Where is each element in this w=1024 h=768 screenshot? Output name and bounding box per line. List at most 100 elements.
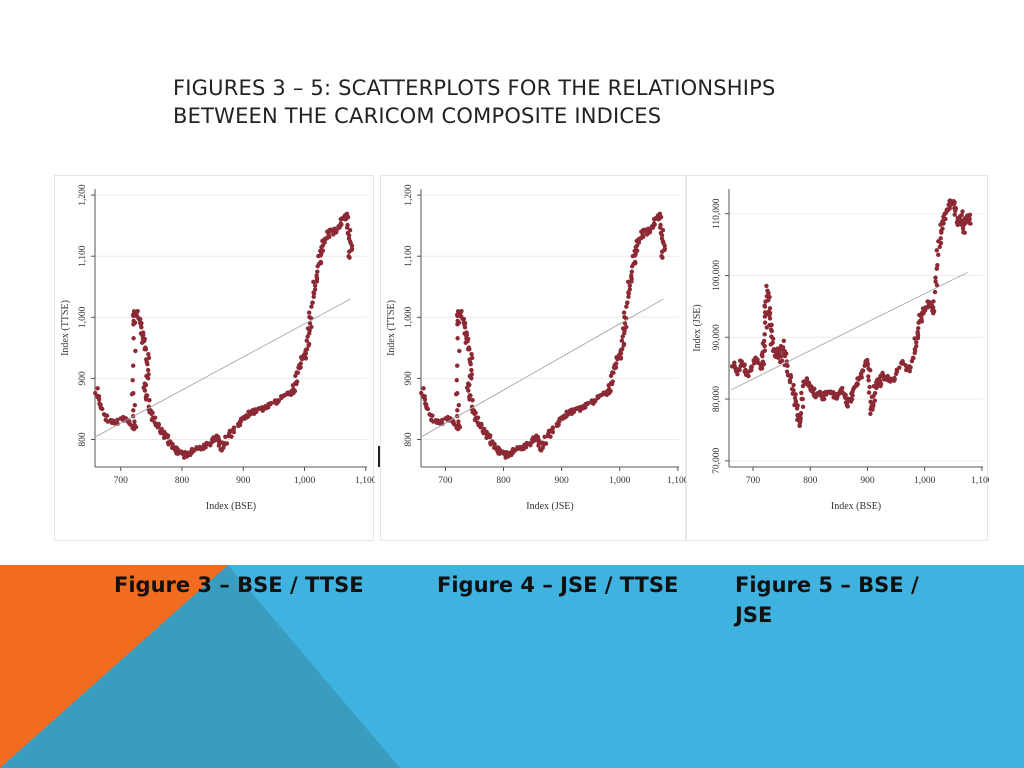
data-point (292, 388, 298, 394)
data-point (608, 388, 613, 394)
data-point (764, 283, 769, 289)
data-point (762, 310, 768, 315)
data-point (147, 397, 152, 403)
y-tick-label: 1,000 (78, 306, 88, 328)
data-point (659, 233, 665, 238)
y-tick-label: 90,000 (712, 324, 722, 350)
y-tick-label: 1,200 (78, 184, 88, 206)
data-point (216, 443, 222, 448)
data-point (425, 406, 431, 412)
x-tick-label: 900 (860, 476, 875, 486)
data-point (312, 287, 318, 292)
data-point (767, 306, 773, 311)
data-point (888, 379, 893, 384)
data-point (953, 208, 958, 214)
data-point (149, 411, 154, 417)
y-tick-label: 1,100 (78, 245, 88, 267)
data-point (224, 441, 230, 446)
y-axis-label: Index (TTSE) (386, 300, 397, 356)
data-point (878, 381, 884, 387)
data-point (466, 388, 471, 393)
fit-line (96, 298, 351, 437)
data-point (932, 289, 938, 295)
data-point (806, 381, 811, 386)
data-point (475, 415, 481, 420)
data-point (930, 305, 936, 310)
data-point (131, 336, 136, 341)
slide-title-line-1: FIGURES 3 – 5: SCATTERPLOTS FOR THE RELA… (173, 76, 776, 100)
data-point (613, 361, 619, 366)
data-point (755, 360, 760, 365)
data-point (229, 434, 234, 439)
data-point (782, 353, 788, 359)
caption-fig5-line-1: Figure 5 – BSE / (735, 573, 919, 597)
data-point (817, 389, 823, 395)
data-point (865, 362, 871, 367)
data-point (419, 390, 424, 396)
data-point (871, 401, 876, 407)
x-tick-label: 700 (114, 476, 129, 486)
data-point (131, 363, 136, 368)
data-point (276, 399, 281, 404)
data-point (868, 411, 873, 416)
data-point (592, 399, 598, 404)
data-point (99, 406, 105, 412)
x-tick-label: 700 (438, 476, 453, 486)
data-point (911, 355, 916, 361)
data-point (647, 228, 653, 233)
data-point (456, 402, 461, 408)
data-point (318, 260, 324, 266)
data-point (307, 321, 313, 326)
data-point (741, 363, 747, 368)
data-point (337, 225, 342, 230)
y-tick-label: 900 (404, 371, 414, 386)
data-point (957, 214, 963, 219)
data-point (314, 273, 319, 278)
data-point (145, 376, 151, 381)
data-point (536, 443, 541, 448)
data-point (550, 425, 556, 430)
data-point (302, 354, 307, 360)
data-point (935, 262, 940, 268)
data-point (936, 239, 941, 244)
data-point (662, 243, 667, 248)
caption-fig4: Figure 4 – JSE / TTSE (437, 573, 679, 597)
data-point (931, 299, 936, 304)
data-point (462, 325, 468, 330)
y-tick-label: 1,200 (404, 184, 414, 206)
data-point (304, 338, 309, 343)
data-point (174, 445, 179, 451)
data-point (625, 279, 631, 285)
data-point (440, 421, 445, 426)
data-point (859, 375, 864, 380)
data-point (421, 395, 426, 400)
data-point (203, 445, 208, 450)
data-point (804, 376, 810, 381)
footer-band (0, 565, 1024, 768)
y-tick-label: 900 (78, 371, 88, 386)
x-tick-label: 1,100 (355, 476, 375, 486)
data-point (919, 319, 924, 324)
data-point (334, 228, 339, 233)
data-point (95, 386, 100, 391)
data-point (344, 225, 350, 230)
data-point (621, 310, 627, 315)
x-tick-label: 1,100 (667, 476, 687, 486)
data-point (947, 206, 952, 211)
data-point (231, 429, 237, 435)
data-point (460, 316, 465, 321)
data-point (797, 420, 803, 425)
data-point (633, 260, 638, 266)
data-point (315, 269, 320, 274)
data-point (769, 328, 774, 334)
data-point (304, 347, 310, 352)
data-point (467, 393, 473, 398)
data-point (268, 400, 274, 406)
data-point (854, 381, 860, 386)
data-point (798, 416, 803, 421)
y-tick-label: 80,000 (712, 386, 722, 412)
data-point (624, 324, 629, 330)
data-point (791, 382, 796, 388)
data-point (543, 441, 549, 446)
data-point (318, 253, 323, 258)
